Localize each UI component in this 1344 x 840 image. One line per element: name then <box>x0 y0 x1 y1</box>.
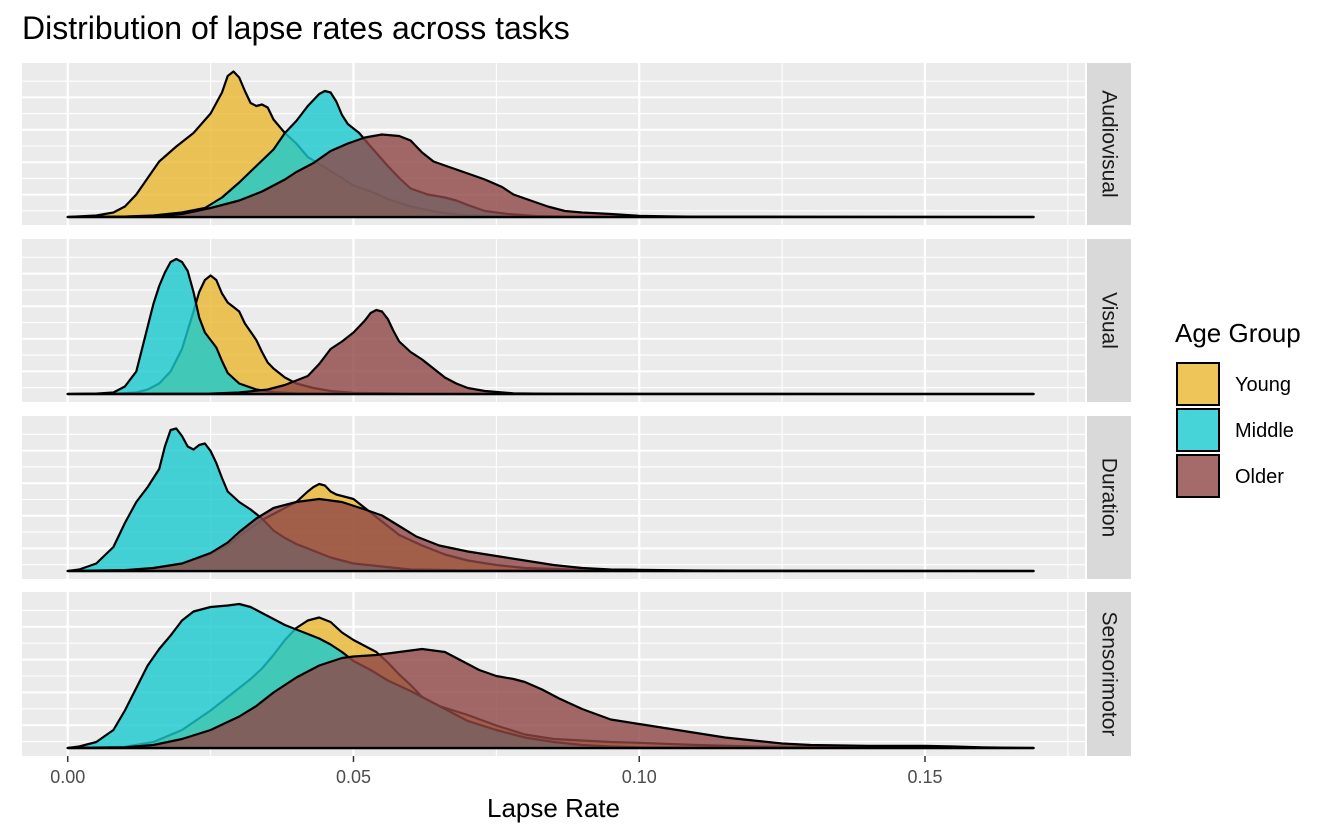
legend-label-young: Young <box>1235 374 1291 396</box>
facet-panel-sensorimotor: Sensorimotor <box>22 592 1131 756</box>
legend-label-older: Older <box>1235 466 1284 488</box>
facet-strip <box>1087 239 1131 402</box>
legend: Age Group Young Middle Older <box>1175 318 1301 498</box>
density-older-audiovisual <box>66 133 1035 219</box>
facet-strip <box>1087 592 1131 756</box>
x-tick-label: 0.15 <box>907 767 942 787</box>
x-axis-title: Lapse Rate <box>487 793 620 823</box>
legend-title: Age Group <box>1175 318 1301 348</box>
density-older-duration <box>66 497 1035 573</box>
legend-key-older <box>1176 454 1220 498</box>
facet-strip <box>1087 63 1131 225</box>
facet-panel-visual: Visual <box>22 239 1131 402</box>
density-older-sensorimotor <box>66 647 1035 750</box>
facet-strip-label: Audiovisual <box>1098 90 1121 197</box>
chart-title: Distribution of lapse rates across tasks <box>22 10 570 46</box>
x-tick-label: 0.10 <box>622 767 657 787</box>
legend-key-young <box>1176 362 1220 406</box>
facet-strip <box>1087 416 1131 579</box>
x-tick-label: 0.05 <box>336 767 371 787</box>
facet-strip-label: Visual <box>1098 292 1121 349</box>
facet-strip-label: Duration <box>1098 458 1121 537</box>
x-tick-label: 0.00 <box>50 767 85 787</box>
legend-key-middle <box>1176 408 1220 452</box>
density-older-visual <box>66 308 1035 396</box>
facet-strip-label: Sensorimotor <box>1098 612 1121 737</box>
facet-panel-audiovisual: Audiovisual <box>22 63 1131 225</box>
facet-panel-duration: Duration <box>22 416 1131 579</box>
legend-label-middle: Middle <box>1235 420 1294 442</box>
